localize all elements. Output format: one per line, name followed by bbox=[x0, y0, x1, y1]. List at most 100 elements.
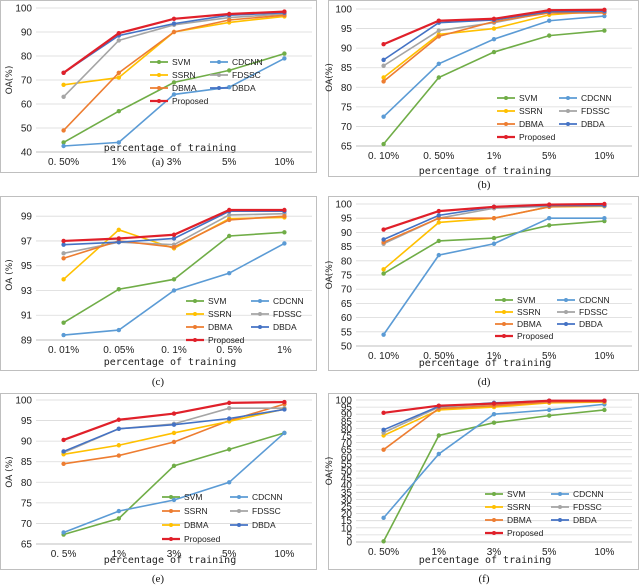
data-point bbox=[381, 332, 386, 337]
y-tick-label: 70 bbox=[21, 76, 33, 87]
panel-frame bbox=[0, 0, 317, 173]
data-point bbox=[116, 109, 122, 114]
data-point bbox=[227, 416, 232, 421]
data-point bbox=[227, 11, 232, 17]
data-point bbox=[381, 141, 386, 147]
legend-marker bbox=[558, 518, 562, 522]
data-point bbox=[436, 18, 441, 23]
legend-label: SVM bbox=[172, 57, 190, 67]
x-tick-label: 0. 50% bbox=[423, 151, 454, 162]
legend-label: Proposed bbox=[172, 96, 209, 106]
x-tick-label: 1% bbox=[112, 549, 127, 560]
x-tick-label: 1% bbox=[112, 157, 127, 168]
data-point bbox=[602, 216, 607, 221]
y-tick-label: 65 bbox=[21, 540, 33, 551]
y-tick-label: 70 bbox=[341, 285, 353, 296]
x-tick-label: 0. 1% bbox=[161, 345, 187, 356]
data-point bbox=[381, 447, 386, 452]
legend-label: DBDA bbox=[273, 322, 297, 332]
y-tick-label: 50 bbox=[341, 342, 353, 353]
x-tick-label: 0. 5% bbox=[51, 549, 77, 560]
series-svm bbox=[381, 407, 607, 544]
legend: SVM CDCNN SSRN FDSSC DBMA DBDA Proposed bbox=[150, 57, 263, 106]
legend-label: DBMA bbox=[208, 322, 233, 332]
y-tick-label: 100 bbox=[335, 5, 352, 16]
y-tick-label: 95 bbox=[341, 24, 353, 35]
data-point bbox=[61, 128, 66, 133]
x-tick-label: 5% bbox=[542, 547, 557, 558]
series-cdcnn bbox=[381, 13, 607, 119]
x-axis-label: percentage of training bbox=[419, 166, 551, 177]
legend-label: Proposed bbox=[184, 534, 221, 544]
x-axis-label: percentage of training bbox=[104, 143, 236, 154]
legend-marker bbox=[504, 135, 508, 139]
panel-c: percentage of training (c) 89 91 93 95 97 99 0… bbox=[0, 196, 317, 388]
data-point bbox=[227, 68, 232, 73]
legend: SVM CDCNN SSRN FDSSC DBMA DBDA Proposed bbox=[497, 93, 612, 142]
y-tick-label: 65 bbox=[341, 299, 353, 310]
data-point bbox=[282, 399, 287, 405]
y-tick-label: 50 bbox=[21, 124, 33, 135]
panel-caption: (c) bbox=[152, 376, 165, 388]
x-tick-label: 3% bbox=[167, 157, 182, 168]
data-point bbox=[436, 75, 441, 80]
data-point bbox=[436, 238, 441, 244]
y-tick-label: 30 bbox=[341, 495, 353, 506]
legend-marker bbox=[258, 299, 262, 303]
legend-label: DBMA bbox=[519, 119, 544, 129]
panel-caption: (e) bbox=[152, 573, 165, 585]
data-point bbox=[282, 230, 287, 235]
panel-caption: (d) bbox=[478, 376, 491, 388]
data-point bbox=[171, 232, 177, 237]
data-point bbox=[547, 223, 552, 228]
y-tick-label: 100 bbox=[15, 4, 32, 15]
data-point bbox=[491, 16, 497, 21]
x-tick-label: 10% bbox=[274, 157, 294, 168]
y-tick-label: 80 bbox=[21, 52, 33, 63]
legend-marker bbox=[492, 518, 496, 522]
data-point bbox=[282, 51, 287, 56]
y-tick-label: 89 bbox=[21, 336, 33, 347]
panel-d: percentage of training (d) 50 55 60 65 70 75 8… bbox=[325, 196, 639, 388]
legend-marker bbox=[564, 322, 568, 326]
panel-e: percentage of training (e) 65 70 75 80 85 90 9… bbox=[0, 393, 317, 585]
data-point bbox=[61, 94, 66, 100]
data-point bbox=[547, 7, 552, 13]
data-point bbox=[61, 143, 66, 149]
legend-marker bbox=[217, 73, 221, 77]
legend-marker bbox=[237, 495, 241, 499]
legend-marker bbox=[169, 523, 173, 527]
y-tick-label: 35 bbox=[341, 488, 353, 499]
legend-label: Proposed bbox=[519, 132, 556, 142]
data-point bbox=[171, 422, 177, 427]
legend-marker bbox=[566, 109, 570, 113]
data-point bbox=[227, 270, 232, 276]
legend-marker bbox=[157, 60, 161, 64]
legend-marker bbox=[157, 99, 161, 103]
legend-label: SSRN bbox=[517, 307, 541, 317]
y-tick-label: 80 bbox=[341, 256, 353, 267]
data-point bbox=[116, 75, 122, 80]
data-point bbox=[547, 202, 552, 207]
legend-marker bbox=[504, 96, 508, 100]
x-tick-label: 5% bbox=[542, 351, 557, 362]
data-point bbox=[282, 430, 287, 436]
data-point bbox=[436, 208, 441, 214]
data-point bbox=[116, 227, 122, 233]
y-tick-label: 60 bbox=[341, 452, 353, 463]
data-point bbox=[602, 398, 607, 403]
data-point bbox=[227, 212, 232, 218]
data-point bbox=[116, 516, 122, 521]
panel-f: percentage of training (f) 0510152025303… bbox=[325, 393, 639, 585]
y-tick-label: 90 bbox=[341, 44, 353, 55]
x-tick-label: 0. 01% bbox=[48, 345, 79, 356]
legend-label: DBMA bbox=[507, 515, 532, 525]
legend-marker bbox=[502, 334, 506, 338]
data-point bbox=[61, 238, 66, 244]
x-axis-label: percentage of training bbox=[419, 555, 551, 566]
series-cdcnn bbox=[381, 216, 607, 337]
data-point bbox=[282, 56, 287, 61]
legend-marker bbox=[502, 298, 506, 302]
legend-label: CDCNN bbox=[573, 489, 604, 499]
x-tick-label: 10% bbox=[594, 547, 614, 558]
